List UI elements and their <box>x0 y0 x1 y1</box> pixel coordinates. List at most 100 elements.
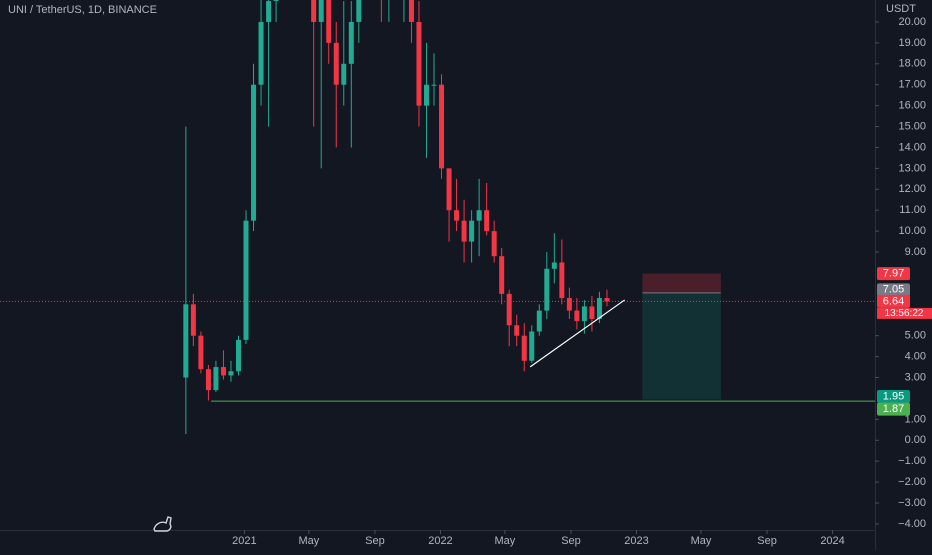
candle-body <box>469 220 475 242</box>
candle-body <box>266 1 272 22</box>
candle-body <box>423 84 429 106</box>
candle-body <box>183 304 189 378</box>
candle-body <box>566 298 572 311</box>
candle-body <box>213 367 219 391</box>
candle-body <box>205 369 211 391</box>
candle-body <box>356 0 362 22</box>
y-tick-label: 20.00 <box>898 16 926 28</box>
price-unit: USDT <box>886 3 916 15</box>
x-tick-label: May <box>495 535 516 547</box>
y-tick-label: 13.00 <box>898 162 926 174</box>
logo <box>153 516 172 532</box>
stop-zone <box>642 273 721 293</box>
candle-body <box>341 63 347 85</box>
candle-body <box>559 262 565 299</box>
x-tick-label: Sep <box>757 535 777 547</box>
y-tick-label: 9.00 <box>905 246 926 258</box>
stop-price-label: 7.97 <box>883 267 904 279</box>
y-tick-label: 5.00 <box>905 330 926 342</box>
candle-body <box>408 0 414 22</box>
y-tick-label: 17.00 <box>898 79 926 91</box>
candle-body <box>506 293 512 326</box>
candle-body <box>536 310 542 332</box>
line-price-label-box <box>877 402 910 416</box>
candle-body <box>476 210 482 221</box>
x-tick-label: 2024 <box>820 535 844 547</box>
candle-body <box>243 220 249 340</box>
candle-body <box>251 84 257 221</box>
candle-body <box>333 42 339 85</box>
target-price-label-box <box>877 389 910 403</box>
x-tick-label: 2023 <box>624 535 648 547</box>
entry-price-label: 7.05 <box>883 284 904 296</box>
y-tick-label: −4.00 <box>898 518 926 530</box>
target-price-label: 1.95 <box>883 390 904 402</box>
candle-body <box>604 298 610 302</box>
trend-line <box>529 299 626 368</box>
candle-body <box>348 21 354 64</box>
y-tick-label: −3.00 <box>898 497 926 509</box>
candle-body <box>416 21 422 106</box>
candle-body <box>514 325 520 336</box>
candle-body <box>228 371 234 376</box>
last-price-label-box <box>877 294 910 308</box>
y-tick-label: 14.00 <box>898 141 926 153</box>
y-tick-label: 1.00 <box>905 413 926 425</box>
y-tick-label: 3.00 <box>905 371 926 383</box>
candle-body <box>318 0 324 22</box>
countdown: 13:56:22 <box>885 308 924 319</box>
y-tick-label: 10.00 <box>898 225 926 237</box>
candle-body <box>446 168 452 211</box>
candle-body <box>273 0 279 2</box>
candle-body <box>258 21 264 85</box>
candle-body <box>431 84 437 86</box>
y-tick-label: 4.00 <box>905 351 926 363</box>
x-tick-label: May <box>298 535 319 547</box>
logo-icon <box>153 516 172 532</box>
candle-body <box>596 298 602 319</box>
y-tick-label: 11.00 <box>899 204 926 216</box>
y-tick-label: 16.00 <box>898 100 926 112</box>
entry-price-label-box <box>877 283 910 297</box>
countdown-box <box>877 307 932 319</box>
y-tick-label: 18.00 <box>898 58 926 70</box>
x-tick-label: Sep <box>561 535 581 547</box>
y-tick-label: 12.00 <box>898 183 926 195</box>
candle-body <box>574 310 580 322</box>
x-tick-label: 2022 <box>428 535 452 547</box>
line-price-label: 1.87 <box>883 403 904 415</box>
target-zone <box>642 292 721 400</box>
y-tick-label: 15.00 <box>898 120 926 132</box>
axes: 20.00 19.00 18.00 17.00 16.00 15.00 14.00 13.00… <box>232 16 932 547</box>
candle-body <box>220 367 226 376</box>
candle-body <box>529 331 535 361</box>
candle-body <box>439 84 445 169</box>
y-tick-label: 19.00 <box>898 37 926 49</box>
x-tick-label: Sep <box>365 535 385 547</box>
candle-body <box>581 306 587 322</box>
candle-body <box>311 0 317 22</box>
candle-body <box>491 231 497 257</box>
candle-body <box>521 335 527 361</box>
y-tick-label: 0.00 <box>905 434 926 446</box>
candle-body <box>589 306 595 319</box>
candle-body <box>190 304 196 336</box>
stop-price-label-box <box>877 267 910 281</box>
candle-body <box>461 220 467 242</box>
candle-body <box>235 339 241 372</box>
y-tick-label: −2.00 <box>898 476 926 488</box>
candle-body <box>499 256 505 294</box>
x-tick-label: 2021 <box>232 535 256 547</box>
candle-body <box>454 210 460 221</box>
candle-body <box>551 262 557 269</box>
candle-body <box>326 0 332 43</box>
plot-area <box>0 0 875 434</box>
y-tick-label: −1.00 <box>898 455 926 467</box>
candle-body <box>544 268 550 311</box>
last-price-label: 6.64 <box>883 295 904 307</box>
candle-body <box>484 210 490 232</box>
x-tick-label: May <box>691 535 712 547</box>
candle-body <box>198 335 204 370</box>
